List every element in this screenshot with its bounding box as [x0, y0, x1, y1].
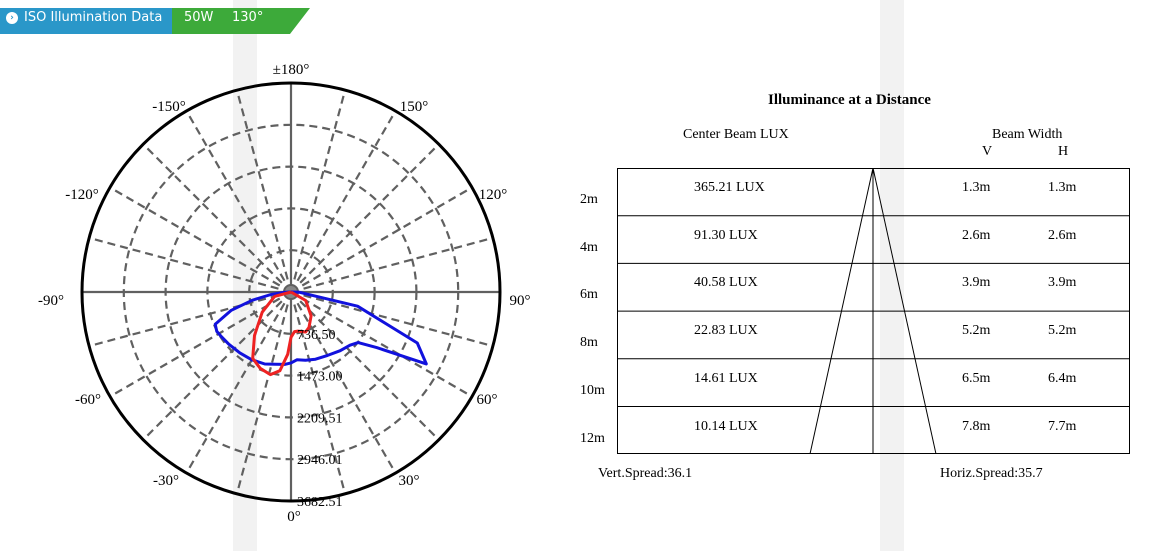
polar-spoke [235, 89, 293, 293]
radial-label: 3682.51 [297, 495, 343, 510]
row-center-lux: 91.30 LUX [694, 227, 758, 243]
row-beam-v: 6.5m [962, 370, 991, 386]
watermark-strip-right [880, 0, 904, 551]
row-center-lux: 10.14 LUX [694, 418, 758, 434]
horiz-spread: Horiz.Spread:35.7 [940, 466, 1043, 481]
angle-label: 60° [477, 392, 498, 408]
row-center-lux: 365.21 LUX [694, 180, 765, 195]
col-header-beam-width: Beam Width [992, 127, 1063, 142]
col-header-h: H [1058, 144, 1069, 159]
radial-label: 736.50 [297, 328, 336, 343]
polar-spoke [290, 186, 473, 293]
header-power: 50W [184, 10, 214, 25]
angle-label: ±180° [273, 62, 310, 78]
polar-spoke [185, 110, 292, 293]
row-beam-v: 5.2m [962, 323, 991, 339]
row-beam-v: 7.8m [962, 418, 991, 434]
angle-label: 90° [510, 293, 531, 309]
row-beam-h: 3.9m [1048, 275, 1077, 291]
polar-spoke [289, 89, 347, 293]
polar-spoke [289, 291, 347, 495]
row-center-lux: 22.83 LUX [694, 323, 758, 339]
angle-label: 30° [399, 473, 420, 489]
polar-spoke [142, 291, 292, 441]
intensity-curve-1 [251, 290, 313, 377]
polar-spoke [290, 290, 494, 348]
row-distance: 6m [580, 287, 598, 303]
polar-spoke [290, 291, 397, 474]
angle-label: -90° [38, 293, 64, 309]
polar-spoke [235, 291, 293, 495]
polar-outer-circle [80, 81, 502, 503]
polar-spoke [290, 143, 440, 293]
angle-label: 120° [479, 187, 508, 203]
polar-spoke [109, 186, 292, 293]
row-center-lux: 40.58 LUX [694, 275, 758, 291]
cone-right-edge [872, 168, 937, 454]
angle-label: -150° [152, 99, 186, 115]
col-header-v: V [982, 144, 993, 159]
polar-spoke [290, 110, 397, 293]
row-beam-h: 5.2m [1048, 323, 1077, 339]
polar-spoke [88, 236, 292, 294]
row-distance: 10m [580, 382, 605, 398]
row-beam-v: 3.9m [962, 275, 991, 291]
polar-spoke [290, 291, 440, 441]
polar-spoke [88, 290, 292, 348]
polar-spoke [142, 143, 292, 293]
polar-spoke [290, 291, 473, 398]
radial-label: 2946.01 [297, 453, 343, 468]
row-distance: 4m [580, 239, 598, 255]
angle-label: -30° [153, 473, 179, 489]
radial-label: 1473.00 [297, 370, 343, 385]
row-center-lux: 14.61 LUX [694, 370, 758, 386]
radial-label: 2209.51 [297, 411, 343, 426]
row-beam-h: 2.6m [1048, 227, 1077, 243]
row-beam-h: 7.7m [1048, 418, 1077, 434]
header-title: ISO Illumination Data [24, 10, 163, 25]
distance-table [617, 168, 1130, 454]
angle-label: -120° [65, 187, 99, 203]
header-angle: 130° [232, 10, 264, 25]
vert-spread: Vert.Spread:36.1 [598, 466, 693, 481]
chevron-right-icon: › [6, 12, 18, 24]
row-beam-v: 1.3m [962, 180, 991, 195]
polar-spoke [290, 236, 494, 294]
cone-left-edge [809, 168, 874, 454]
header-ribbon [0, 8, 310, 34]
polar-spoke [109, 291, 292, 398]
row-distance: 12m [580, 430, 605, 446]
intensity-curve-0 [213, 290, 428, 366]
polar-spoke [185, 291, 292, 474]
row-distance: 2m [580, 192, 598, 207]
row-beam-h: 1.3m [1048, 180, 1077, 195]
col-header-center-beam: Center Beam LUX [683, 127, 789, 142]
angle-label: -60° [75, 392, 101, 408]
row-distance: 8m [580, 335, 598, 351]
row-beam-h: 6.4m [1048, 370, 1077, 386]
angle-label: 0° [287, 509, 301, 525]
row-beam-v: 2.6m [962, 227, 991, 243]
header-banner: › ISO Illumination Data 50W 130° [0, 0, 1158, 40]
angle-label: 150° [400, 99, 429, 115]
table-title: Illuminance at a Distance [768, 92, 931, 108]
polar-chart: 736.50 1473.00 2209.51 2946.01 3682.51 ±180° 1… [38, 62, 531, 525]
